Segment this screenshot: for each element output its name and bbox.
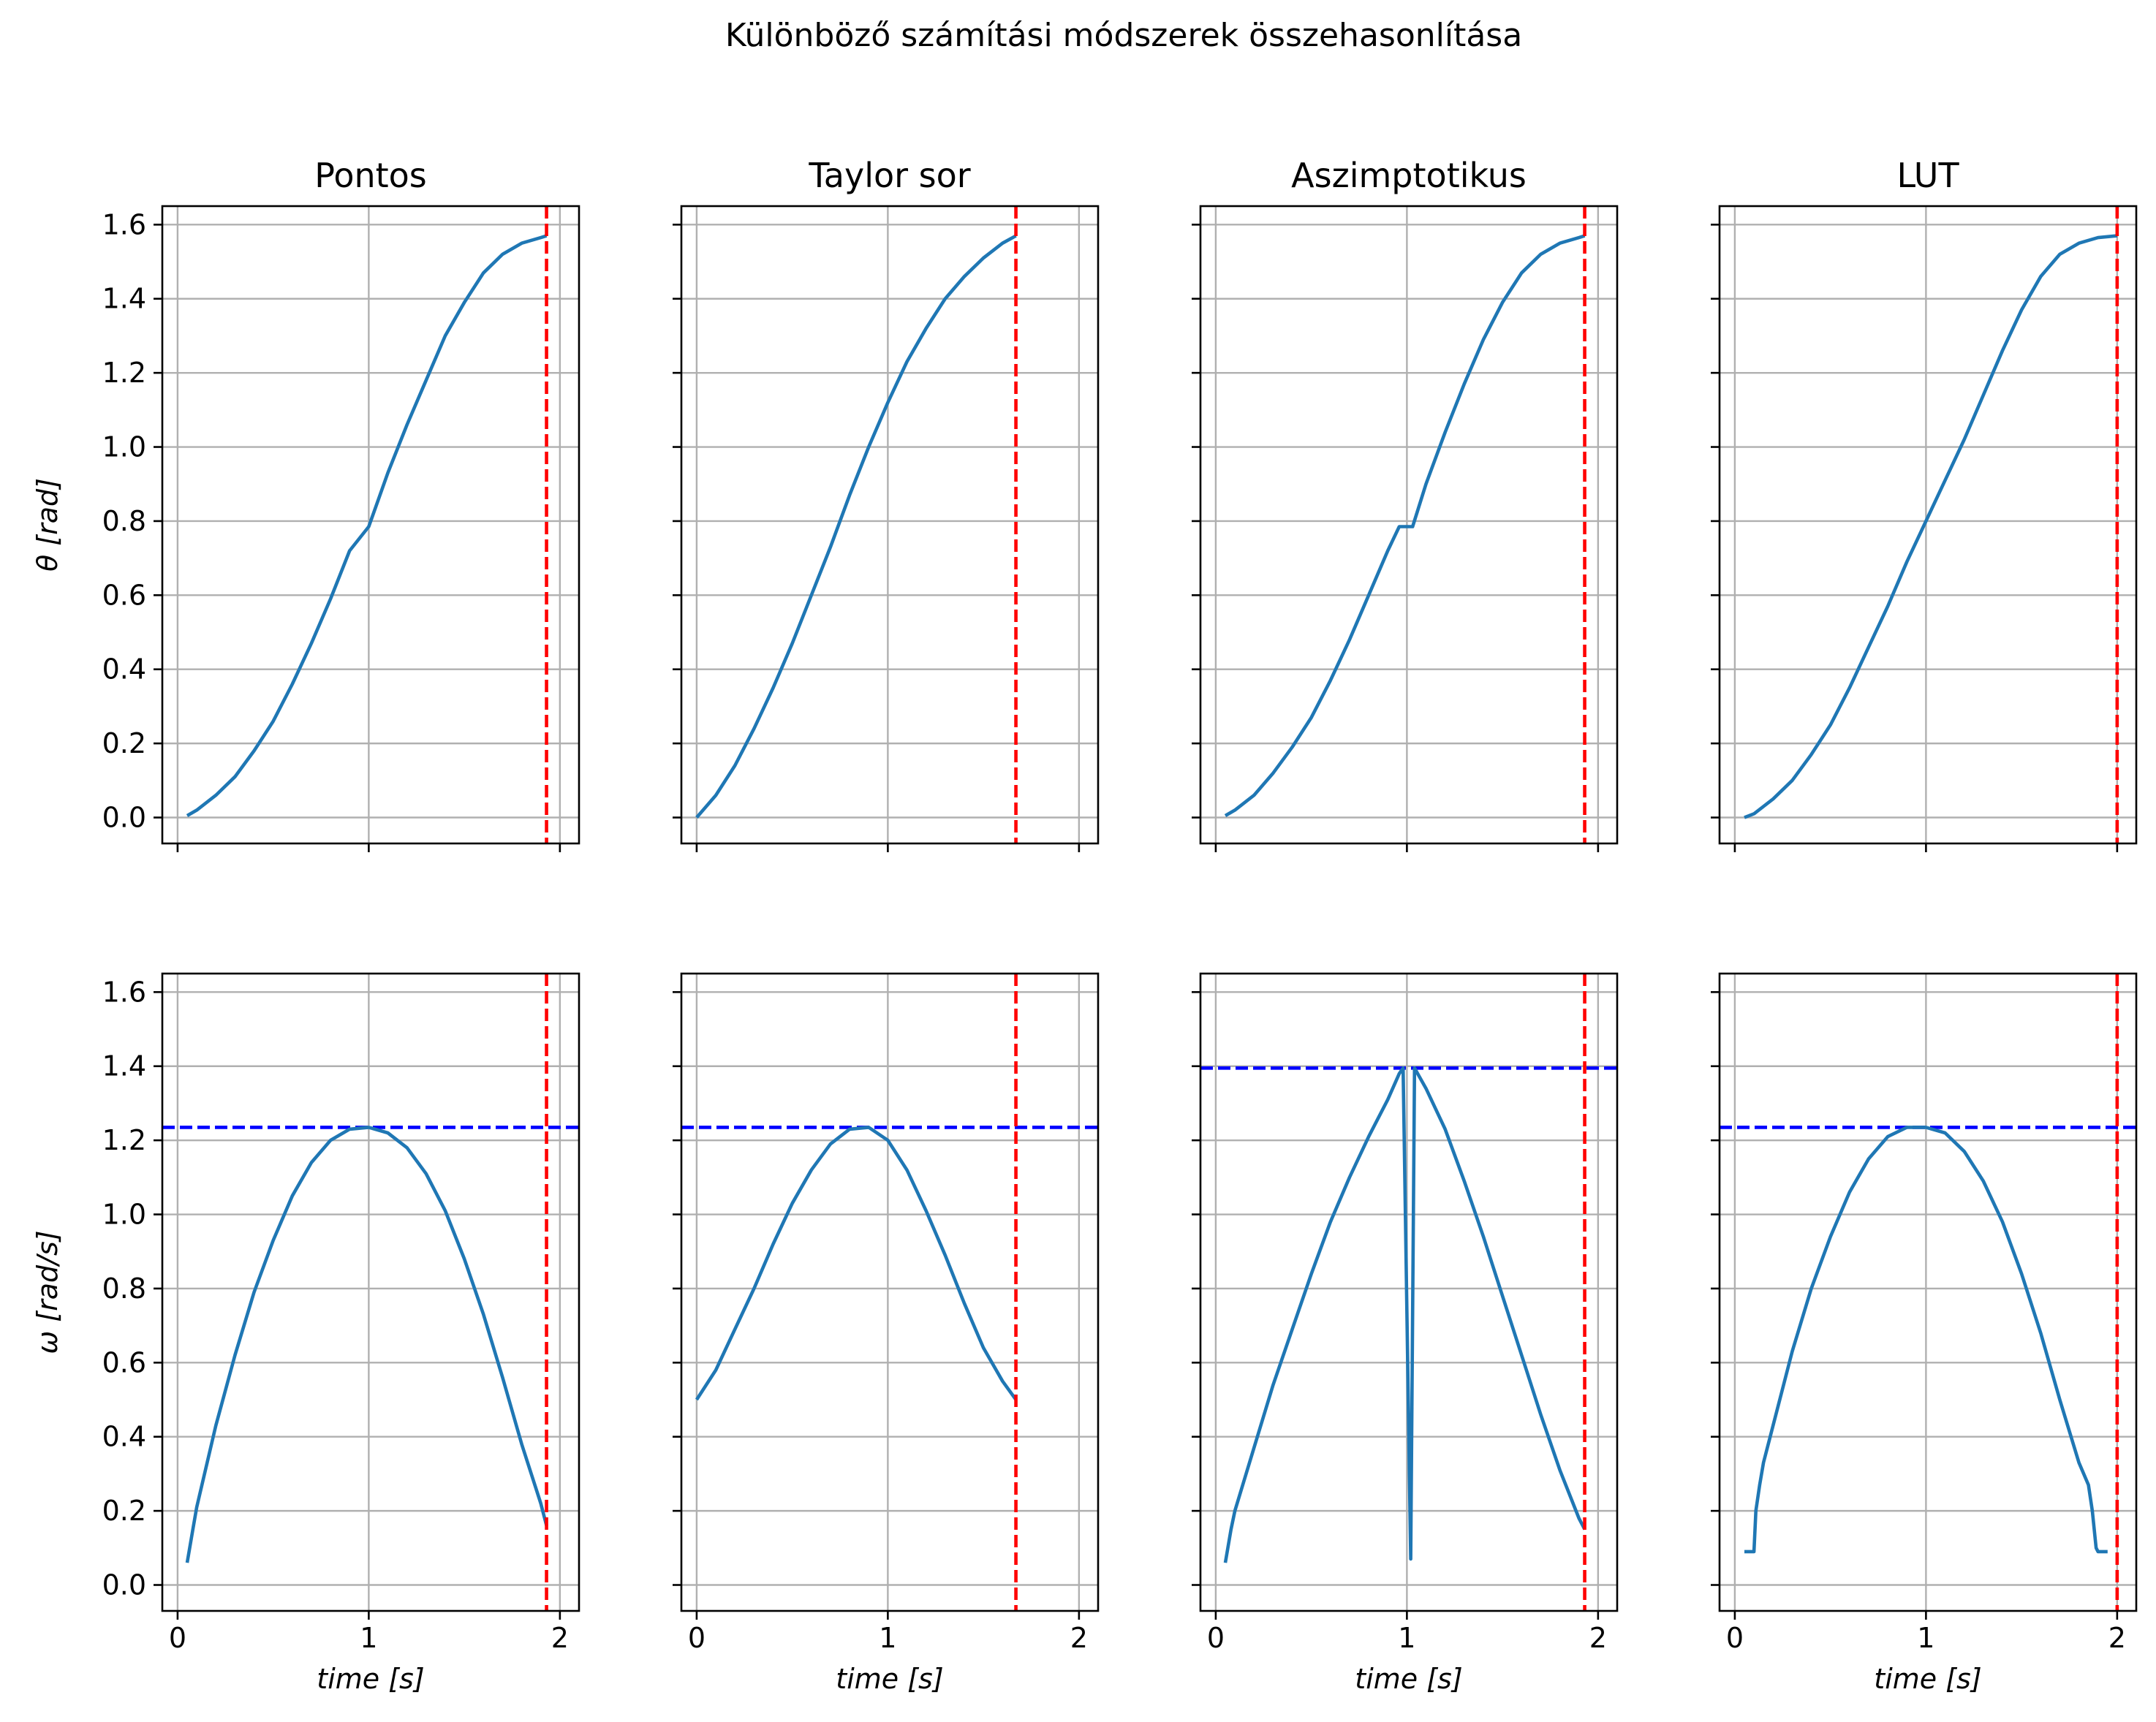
y-tick-label: 0.8 xyxy=(102,1272,146,1305)
y-tick-label: 1.2 xyxy=(102,357,146,389)
y-tick-label: 0.0 xyxy=(102,1569,146,1601)
y-tick-label: 1.0 xyxy=(102,431,146,463)
theta-series-line xyxy=(1744,234,2118,819)
panel-title: Taylor sor xyxy=(808,156,970,195)
theta-series-line xyxy=(695,234,1017,819)
axes-omega-1: 0 1 2 0.0 0.2 0.4 0.6 0.8 1.0 1.2 1.4 1.6 time [s] ω … xyxy=(31,972,580,1695)
x-tick-label: 0 xyxy=(169,1622,186,1654)
axes-theta-3: Aszimptotikus xyxy=(1192,156,1619,852)
omega-series-line xyxy=(1223,1066,1586,1563)
x-tick-label: 2 xyxy=(1070,1622,1088,1654)
panel-title: Aszimptotikus xyxy=(1291,156,1527,195)
panel-title: Pontos xyxy=(314,156,427,195)
y-tick-label: 1.2 xyxy=(102,1124,146,1156)
axes-frame xyxy=(161,972,580,1612)
axes-omega-2: 0 1 2 time [s] xyxy=(673,972,1100,1695)
y-tick-label: 0.4 xyxy=(102,1421,146,1453)
theta-series-line xyxy=(1224,234,1586,817)
x-tick-label: 1 xyxy=(1917,1622,1934,1654)
x-tick-label: 0 xyxy=(1207,1622,1225,1654)
y-tick-label: 1.6 xyxy=(102,208,146,240)
axes-frame xyxy=(1718,972,2138,1612)
y-tick-label: 0.2 xyxy=(102,727,146,759)
y-tick-label: 0.2 xyxy=(102,1495,146,1527)
axes-theta-4: LUT xyxy=(1711,156,2138,852)
omega-series-line xyxy=(185,1126,548,1563)
x-tick-label: 0 xyxy=(1726,1622,1744,1654)
x-axis-label: time [s] xyxy=(317,1663,424,1695)
axes-frame xyxy=(1199,205,1619,845)
x-axis-label: time [s] xyxy=(1874,1663,1981,1695)
y-tick-label: 0.6 xyxy=(102,1346,146,1378)
x-tick-label: 1 xyxy=(360,1622,377,1654)
axes-theta-2: Taylor sor xyxy=(673,156,1100,852)
x-axis-label: time [s] xyxy=(836,1663,943,1695)
theta-series-line xyxy=(186,234,548,817)
axes-theta-1: 0.0 0.2 0.4 0.6 0.8 1.0 1.2 1.4 1.6 Pontos θ [rad] xyxy=(31,156,580,852)
y-tick-label: 1.4 xyxy=(102,283,146,315)
panel-title: LUT xyxy=(1896,156,1959,195)
y-tick-label: 0.8 xyxy=(102,505,146,537)
y-tick-label: 1.6 xyxy=(102,976,146,1008)
y-tick-label: 0.0 xyxy=(102,802,146,834)
x-tick-label: 1 xyxy=(1398,1622,1415,1654)
subplot-grid: 0.0 0.2 0.4 0.6 0.8 1.0 1.2 1.4 1.6 Pontos θ [rad]… xyxy=(31,156,2138,1695)
y-axis-label: θ [rad] xyxy=(31,478,64,572)
x-tick-label: 0 xyxy=(688,1622,706,1654)
axes-frame xyxy=(161,205,580,845)
y-axis-label: ω [rad/s] xyxy=(31,1230,64,1354)
y-tick-label: 0.4 xyxy=(102,653,146,686)
x-tick-label: 1 xyxy=(879,1622,896,1654)
axes-frame xyxy=(1718,205,2138,845)
y-tick-label: 1.0 xyxy=(102,1199,146,1231)
x-tick-label: 2 xyxy=(1589,1622,1607,1654)
axes-frame xyxy=(680,972,1100,1612)
axes-frame xyxy=(680,205,1100,845)
axes-omega-3: 0 1 2 time [s] xyxy=(1192,972,1619,1695)
axes-frame xyxy=(1199,972,1619,1612)
x-axis-label: time [s] xyxy=(1355,1663,1462,1695)
y-tick-label: 0.6 xyxy=(102,579,146,611)
x-tick-label: 2 xyxy=(2108,1622,2126,1654)
omega-series-line xyxy=(695,1126,1018,1401)
omega-series-line xyxy=(1744,1126,2108,1554)
axes-omega-4: 0 1 2 time [s] xyxy=(1711,972,2138,1695)
figure-title: Különböző számítási módszerek összehason… xyxy=(725,17,1522,54)
x-tick-label: 2 xyxy=(551,1622,569,1654)
y-tick-label: 1.4 xyxy=(102,1050,146,1082)
